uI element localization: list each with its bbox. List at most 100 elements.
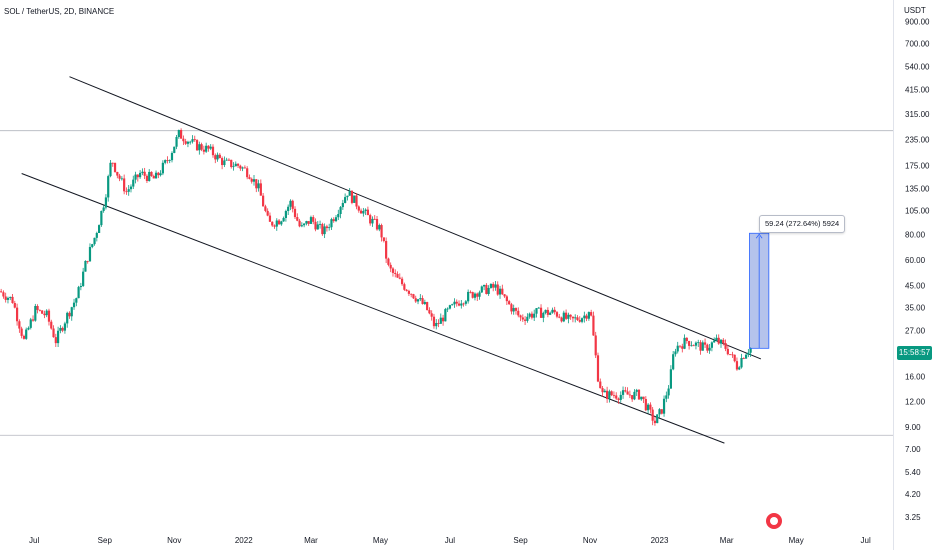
candle-body (722, 339, 725, 344)
time-axis-tick-label: Nov (583, 536, 597, 545)
candle-body (9, 296, 12, 298)
candle-body (542, 312, 545, 318)
candle-body (95, 232, 98, 238)
candle-body (742, 357, 745, 359)
candle-body (457, 303, 461, 306)
trendlines (21, 76, 762, 444)
candle-body (284, 210, 287, 219)
candle-body (111, 162, 114, 164)
candle-body (150, 171, 153, 177)
time-axis-tick-label: Mar (720, 536, 734, 545)
candle-body (701, 342, 704, 351)
candle-body (662, 398, 666, 414)
candle-body (357, 206, 360, 211)
candle-body (54, 337, 57, 344)
candle-body (59, 327, 62, 331)
candle-body (564, 312, 568, 319)
candle-body (455, 301, 458, 304)
candle-body (706, 344, 709, 351)
candle-body (710, 342, 713, 348)
price-axis-tick-label: 12.00 (905, 398, 926, 407)
candle-body (355, 195, 358, 207)
candle-body (84, 260, 87, 272)
candle-body (412, 294, 415, 299)
candle-body (198, 144, 201, 151)
candle-body (70, 307, 73, 317)
candle-body (180, 130, 183, 139)
candle-body (100, 210, 103, 226)
candle-body (143, 171, 146, 176)
candle-body (104, 197, 108, 208)
candle-body (193, 139, 196, 141)
candle-body (72, 302, 76, 308)
candle-body (685, 337, 688, 342)
candle-body (236, 163, 240, 166)
candle-body (621, 390, 625, 395)
candle-body (498, 288, 502, 295)
candle-body (523, 319, 527, 321)
candle-body (480, 286, 483, 293)
candle-body (296, 217, 299, 221)
candle-body (154, 172, 158, 179)
candle-body (344, 197, 347, 203)
candle-body (109, 162, 112, 177)
candle-body (312, 217, 315, 222)
price-axis[interactable]: 900.00 700.00 540.00 415.00 315.00 235.00 175.… (893, 0, 932, 550)
candle-body (184, 141, 187, 144)
candle-body (626, 391, 629, 395)
candle-body (280, 221, 283, 225)
candle-body (726, 348, 729, 355)
candle-body (583, 315, 586, 319)
candle-body (738, 367, 741, 370)
candle-body (473, 293, 477, 298)
candle-body (451, 304, 454, 306)
candle-body (207, 145, 210, 149)
candle-body (469, 291, 472, 293)
candle-body (569, 314, 572, 317)
candle-body (631, 395, 634, 400)
price-axis-tick-label: 60.00 (905, 256, 926, 265)
candle-body (332, 219, 335, 222)
candle-body (227, 159, 231, 161)
candle-body (0, 291, 3, 293)
symbol-title: SOL / TetherUS, 2D, BINANCE (4, 7, 115, 16)
candle-body (38, 309, 41, 311)
candle-body (585, 315, 588, 319)
candle-body (385, 241, 388, 259)
tradingview-logo-icon[interactable] (766, 513, 782, 529)
candle-body (307, 221, 310, 224)
candle-body (400, 278, 404, 285)
price-axis-tick-label: 540.00 (905, 62, 930, 71)
price-axis-tick-label: 16.00 (905, 372, 926, 381)
candle-body (243, 167, 246, 169)
candle-body (713, 340, 716, 343)
candle-body (273, 225, 276, 227)
candle-body (166, 160, 169, 161)
candle-body (129, 186, 133, 190)
candle-body (717, 337, 720, 344)
candle-body (136, 174, 139, 178)
candle-body (510, 304, 513, 312)
candle-body (380, 225, 383, 238)
candle-body (209, 146, 212, 149)
candle-body (282, 218, 285, 222)
candle-body (164, 160, 167, 163)
price-axis-tick-label: 900.00 (905, 17, 930, 26)
candle-body (255, 179, 258, 189)
candle-body (159, 173, 162, 176)
price-axis-tick-label: 105.00 (905, 207, 930, 216)
candle-body (610, 391, 613, 396)
candle-body (674, 351, 677, 355)
candle-body (289, 200, 292, 207)
candle-body (660, 409, 663, 414)
candle-body (651, 409, 654, 421)
candle-body (644, 399, 647, 411)
candle-body (594, 335, 597, 356)
candle-body (298, 220, 301, 227)
candle-body (635, 389, 638, 392)
time-axis-tick-label: 2023 (651, 536, 669, 545)
candle-body (729, 354, 732, 356)
candle-body (603, 390, 606, 393)
candle-body (512, 308, 515, 312)
